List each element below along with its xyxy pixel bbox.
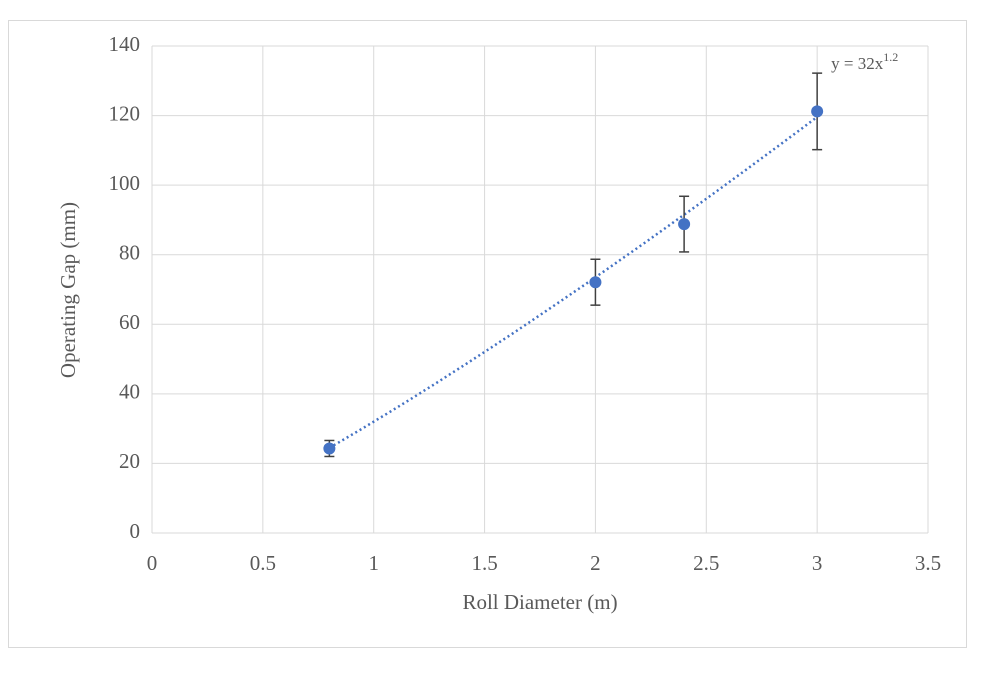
y-axis-title: Operating Gap (mm) [56,202,80,378]
trendline-equation: y = 32x [831,54,884,73]
x-tick-label: 1 [368,551,379,575]
x-tick-label: 2.5 [693,551,719,575]
x-tick-label: 3.5 [915,551,941,575]
x-tick-label: 0.5 [250,551,276,575]
trendline-exponent: 1.2 [883,50,898,64]
y-tick-label: 20 [119,449,140,473]
x-tick-label: 0 [147,551,158,575]
y-tick-label: 40 [119,380,140,404]
x-tick-label: 1.5 [471,551,497,575]
point [323,442,336,455]
y-tick-label: 140 [109,32,141,56]
point [589,276,602,289]
x-axis-title: Roll Diameter (m) [462,590,617,614]
x-tick-label: 3 [812,551,823,575]
x-tick-label: 2 [590,551,601,575]
y-tick-label: 0 [130,519,141,543]
point [811,105,824,118]
y-tick-label: 80 [119,241,140,265]
trendline-label: y = 32x1.2 [831,50,898,73]
y-tick-label: 100 [109,171,141,195]
point [678,218,691,231]
y-tick-label: 120 [109,101,141,125]
y-tick-label: 60 [119,310,140,334]
